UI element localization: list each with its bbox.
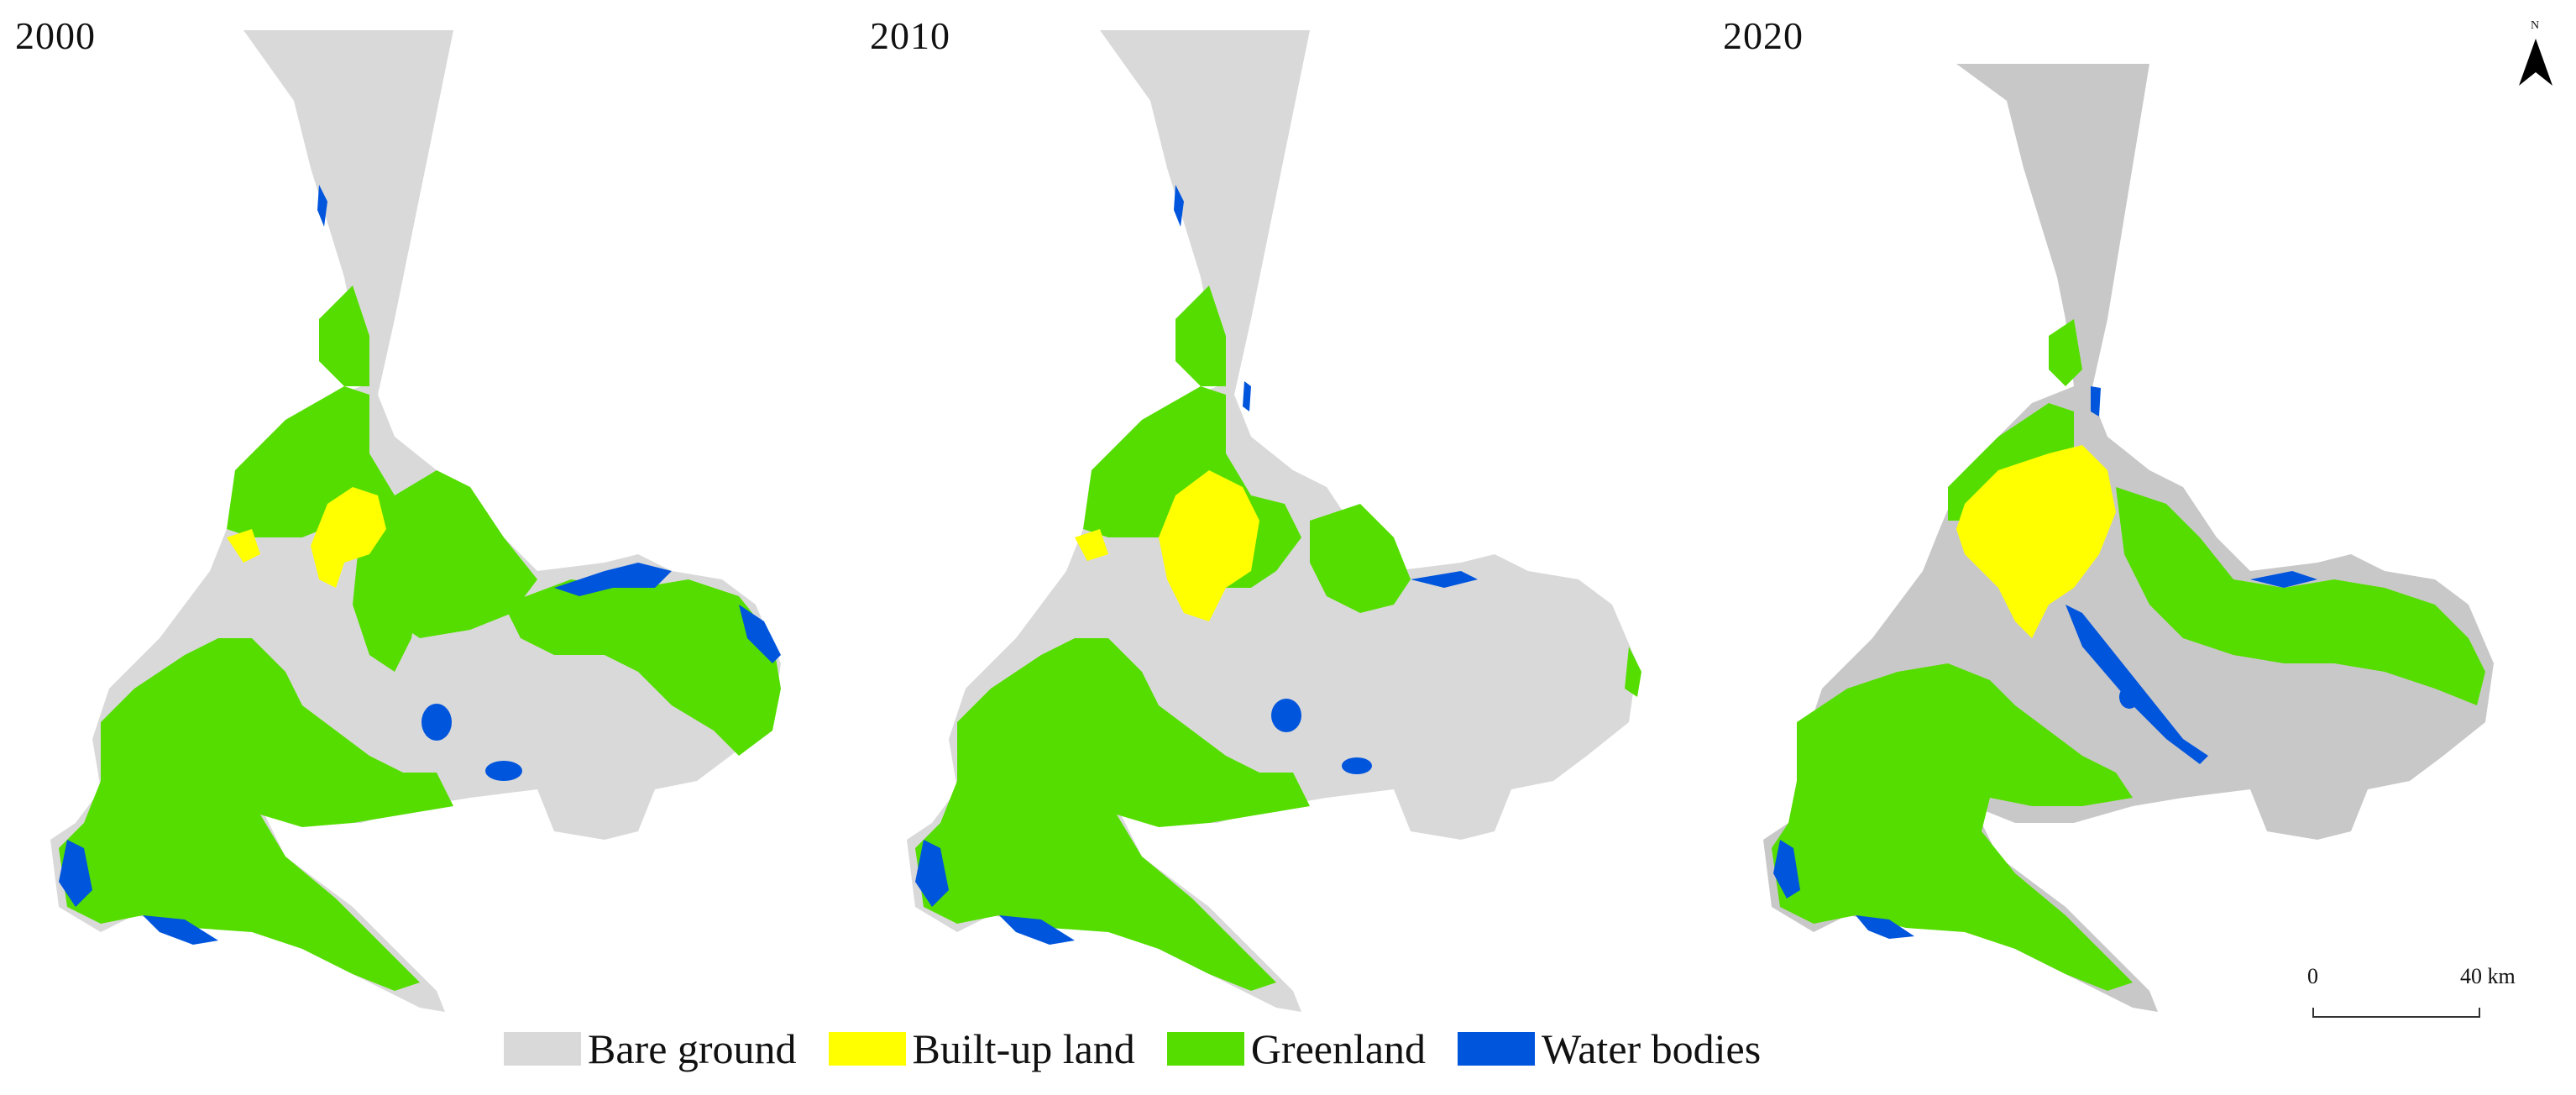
legend-label-bare-ground: Bare ground xyxy=(588,1025,797,1072)
north-arrow-icon xyxy=(2519,39,2552,86)
built-up-land-region xyxy=(1075,470,1259,621)
land-cover-map-2000 xyxy=(50,30,781,1012)
water-bodies-region xyxy=(915,185,1478,945)
legend-label-built-up-land: Built-up land xyxy=(912,1025,1135,1072)
year-label-2020: 2020 xyxy=(1723,14,1804,57)
built-up-land-region xyxy=(1956,445,2116,638)
water-bodies-region xyxy=(59,185,781,945)
scale-bar: 0 40 km xyxy=(2301,966,2544,1033)
legend-swatch-bare-ground xyxy=(504,1032,581,1066)
legend-label-water-bodies: Water bodies xyxy=(1542,1025,1762,1072)
legend-swatch-built-up-land xyxy=(828,1032,906,1066)
land-cover-map-2020 xyxy=(1763,64,2494,1012)
year-label-2010: 2010 xyxy=(870,14,950,57)
legend-label-greenland: Greenland xyxy=(1250,1025,1427,1072)
year-label-2000: 2000 xyxy=(15,14,96,57)
legend-item-bare-ground: Bare ground xyxy=(504,1028,797,1070)
legend: Bare ground Built-up land Greenland Wate… xyxy=(504,1019,1793,1078)
scale-start-label: 0 xyxy=(2307,964,2318,988)
scale-end-label: 40 km xyxy=(2460,964,2516,988)
map-panel-2020 xyxy=(1713,0,2552,1041)
north-label: N xyxy=(2531,19,2540,32)
map-panel-2000 xyxy=(0,0,840,1041)
legend-item-built-up-land: Built-up land xyxy=(828,1025,1135,1072)
legend-item-greenland: Greenland xyxy=(1166,1025,1427,1072)
built-up-land-region xyxy=(227,487,386,588)
legend-swatch-greenland xyxy=(1166,1032,1244,1066)
land-cover-map-2010 xyxy=(907,30,1641,1012)
water-bodies-region xyxy=(1773,386,2317,939)
scale-line xyxy=(2312,1008,2480,1018)
map-panel-2010 xyxy=(856,0,1696,1041)
legend-item-water-bodies: Water bodies xyxy=(1458,1028,1761,1070)
legend-swatch-water-bodies xyxy=(1458,1032,1536,1066)
